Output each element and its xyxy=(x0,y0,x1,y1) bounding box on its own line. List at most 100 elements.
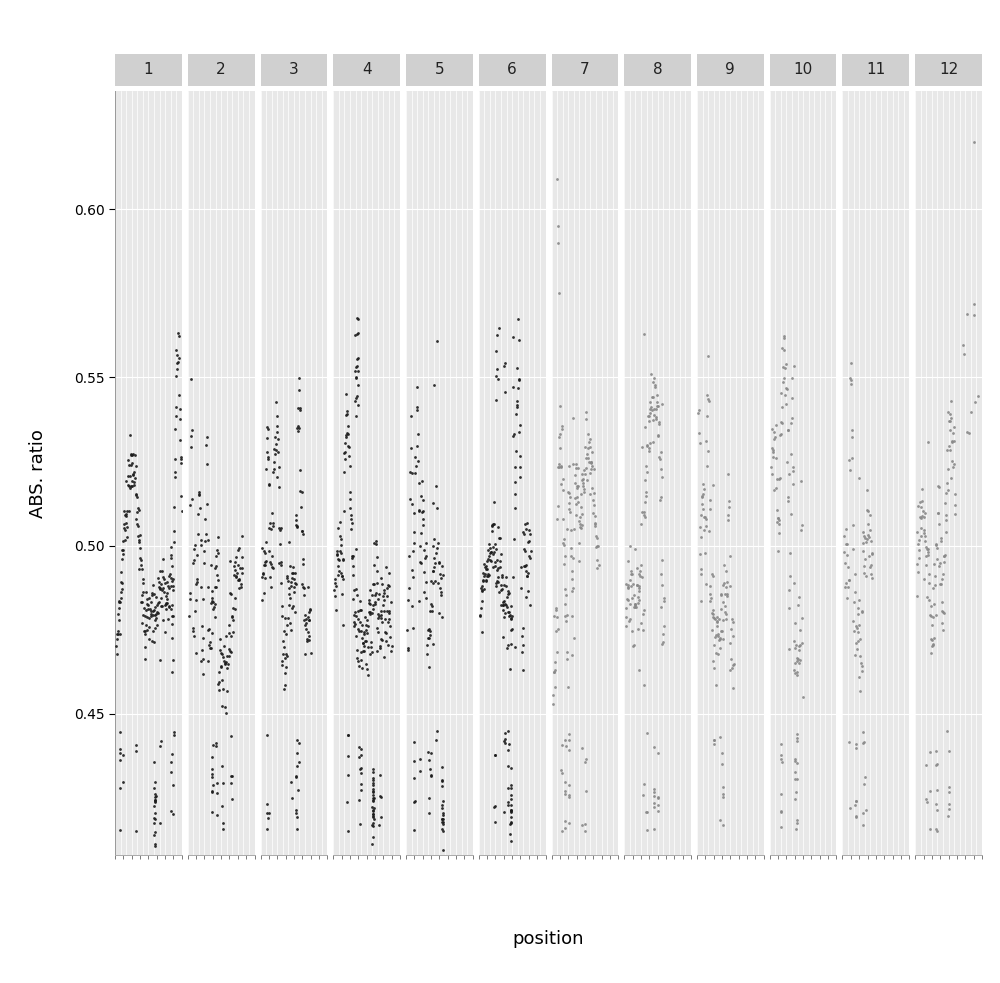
Point xyxy=(231,571,247,587)
Point xyxy=(568,507,584,523)
Point xyxy=(626,638,642,654)
Point xyxy=(764,421,780,436)
Point xyxy=(195,665,211,681)
Point xyxy=(787,772,803,787)
Point xyxy=(503,760,519,776)
Point xyxy=(365,598,381,613)
Point xyxy=(376,649,392,665)
Point xyxy=(365,803,381,819)
Point xyxy=(550,459,566,475)
Point xyxy=(642,405,658,421)
Point xyxy=(488,575,504,591)
Point xyxy=(787,656,803,671)
Point xyxy=(267,446,283,462)
Point xyxy=(170,354,186,370)
Point xyxy=(188,576,204,592)
Point xyxy=(283,774,299,789)
Point xyxy=(864,545,880,560)
Point xyxy=(365,806,381,822)
Point xyxy=(848,793,864,809)
Point xyxy=(357,633,373,649)
Point xyxy=(499,600,515,615)
Point xyxy=(328,602,344,617)
Point xyxy=(364,817,380,833)
Point xyxy=(485,559,501,575)
Point xyxy=(434,779,450,794)
Point xyxy=(204,591,220,607)
Point xyxy=(122,481,138,496)
Point xyxy=(188,645,204,661)
Point xyxy=(337,451,353,467)
Point xyxy=(292,484,308,499)
Point xyxy=(916,509,932,525)
Point xyxy=(112,752,128,768)
Point xyxy=(157,598,173,613)
Point xyxy=(372,640,388,656)
Point xyxy=(195,592,211,607)
Point xyxy=(380,613,396,629)
Point xyxy=(407,449,423,465)
Point xyxy=(918,540,934,555)
Point xyxy=(493,547,509,562)
Point xyxy=(503,814,519,830)
Point xyxy=(422,604,438,619)
Point xyxy=(478,561,494,577)
Point xyxy=(563,522,579,538)
Point xyxy=(637,508,653,524)
Point xyxy=(500,797,516,813)
Point xyxy=(429,723,445,738)
Point xyxy=(434,759,450,775)
Point xyxy=(193,538,209,553)
Point xyxy=(291,371,307,386)
Point xyxy=(289,745,305,761)
Point xyxy=(763,459,779,475)
Point xyxy=(639,438,655,454)
Point xyxy=(487,798,503,814)
Point xyxy=(631,580,647,596)
Point xyxy=(842,371,858,386)
Point xyxy=(184,423,200,438)
Point xyxy=(200,653,216,668)
Point xyxy=(496,733,512,749)
Point xyxy=(336,465,352,481)
Point xyxy=(794,517,810,533)
Point xyxy=(120,477,136,492)
Point xyxy=(490,560,506,576)
Point xyxy=(564,648,580,664)
Point xyxy=(719,586,735,602)
Point xyxy=(290,782,306,798)
Point xyxy=(366,535,382,550)
Point xyxy=(158,595,174,610)
Point xyxy=(693,561,709,577)
Point xyxy=(378,633,394,649)
Point xyxy=(503,777,519,792)
Point xyxy=(147,805,163,821)
Point xyxy=(550,218,566,234)
Point xyxy=(929,540,945,555)
Point xyxy=(947,506,963,522)
Point xyxy=(557,596,573,611)
Point xyxy=(631,593,647,608)
Point xyxy=(170,325,186,341)
Point xyxy=(621,612,637,628)
Point xyxy=(789,771,805,786)
Point xyxy=(163,803,179,819)
Point xyxy=(188,592,204,607)
Point xyxy=(410,452,426,468)
Point xyxy=(379,588,395,604)
Point xyxy=(342,458,358,474)
Point xyxy=(205,778,221,793)
Point xyxy=(165,582,181,598)
Point xyxy=(644,389,660,405)
Point xyxy=(421,752,437,768)
Point xyxy=(786,633,802,649)
Point xyxy=(161,600,177,615)
Point xyxy=(258,461,274,477)
Point xyxy=(349,326,365,342)
Point xyxy=(194,642,210,658)
Point xyxy=(911,532,927,548)
Point xyxy=(941,414,957,430)
Point xyxy=(520,535,536,550)
Point xyxy=(224,791,240,807)
Point xyxy=(624,623,640,639)
